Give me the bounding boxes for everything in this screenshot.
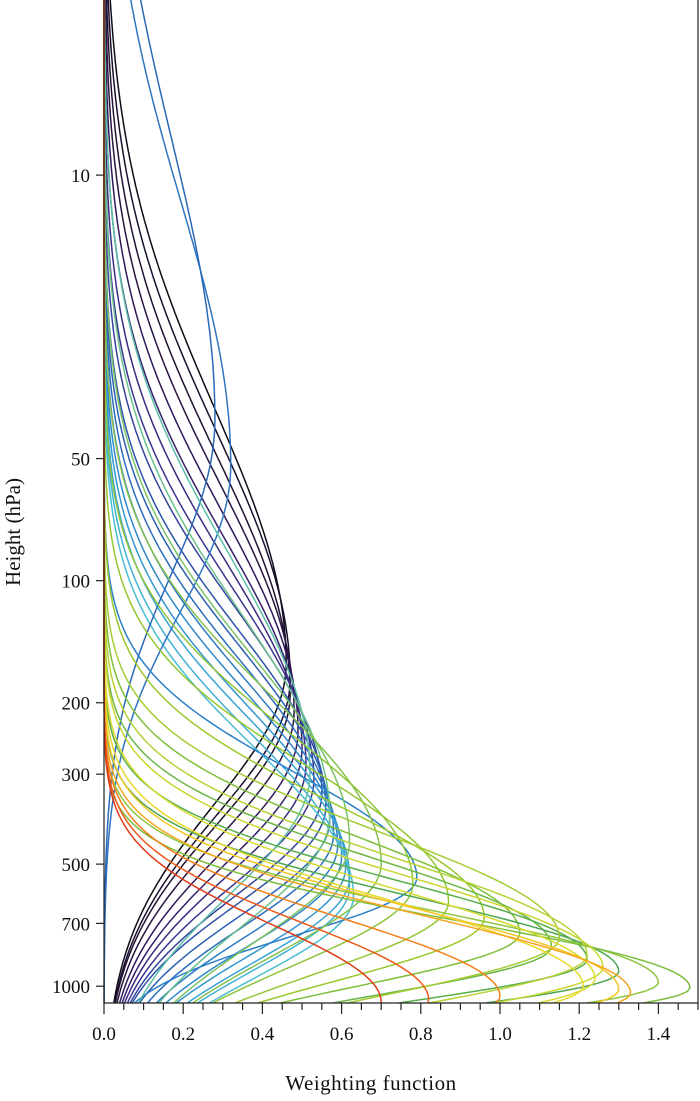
weighting-curve-21 [103,0,418,1004]
y-tick-label: 100 [62,572,91,593]
weighting-curve-36 [103,0,588,1004]
weighting-curve-19 [103,0,232,1003]
weighting-curve-5 [104,0,299,1004]
weighting-curve-26 [103,0,414,1004]
y-tick-label: 500 [62,855,91,876]
x-tick-label: 0.4 [251,1024,275,1045]
x-axis-title: Weighting function [285,1071,456,1095]
y-tick-label: 50 [71,450,90,471]
y-tick-label: 10 [71,166,90,187]
weighting-curve-3 [105,0,291,1004]
weighting-curve-4 [104,0,295,1004]
y-tick-label: 1000 [52,977,90,998]
x-tick-label: 1.0 [488,1024,512,1045]
y-axis-title: Height (hPa) [1,478,25,586]
weighting-curve-28 [103,0,485,1004]
weighting-curve-14 [103,0,343,1004]
weighting-curve-22 [103,0,311,1004]
weighting-curve-1 [109,0,287,1004]
x-axis-ticks: 0.0 0.2 0.4 0.6 0.8 1.0 1.2 1.4 [92,1003,699,1045]
y-tick-label: 700 [62,914,91,935]
curves-group [103,0,691,1004]
weighting-curve-23 [103,0,331,1004]
weighting-curve-8 [103,0,315,1004]
x-tick-label: 1.2 [567,1024,591,1045]
weighting-curve-41 [103,0,632,1004]
x-tick-label: 1.4 [647,1024,671,1045]
weighting-curve-7 [103,0,307,1004]
y-tick-label: 200 [62,694,91,715]
x-tick-label: 0.0 [92,1024,116,1045]
weighting-curve-31 [103,0,588,1004]
x-tick-label: 0.6 [330,1024,354,1045]
x-tick-label: 0.8 [409,1024,433,1045]
y-axis-ticks: 10 50 100 200 300 500 700 1000 [52,166,104,998]
weighting-curve-15 [103,0,347,1004]
y-tick-label: 300 [62,765,91,786]
x-tick-label: 0.2 [171,1024,195,1045]
